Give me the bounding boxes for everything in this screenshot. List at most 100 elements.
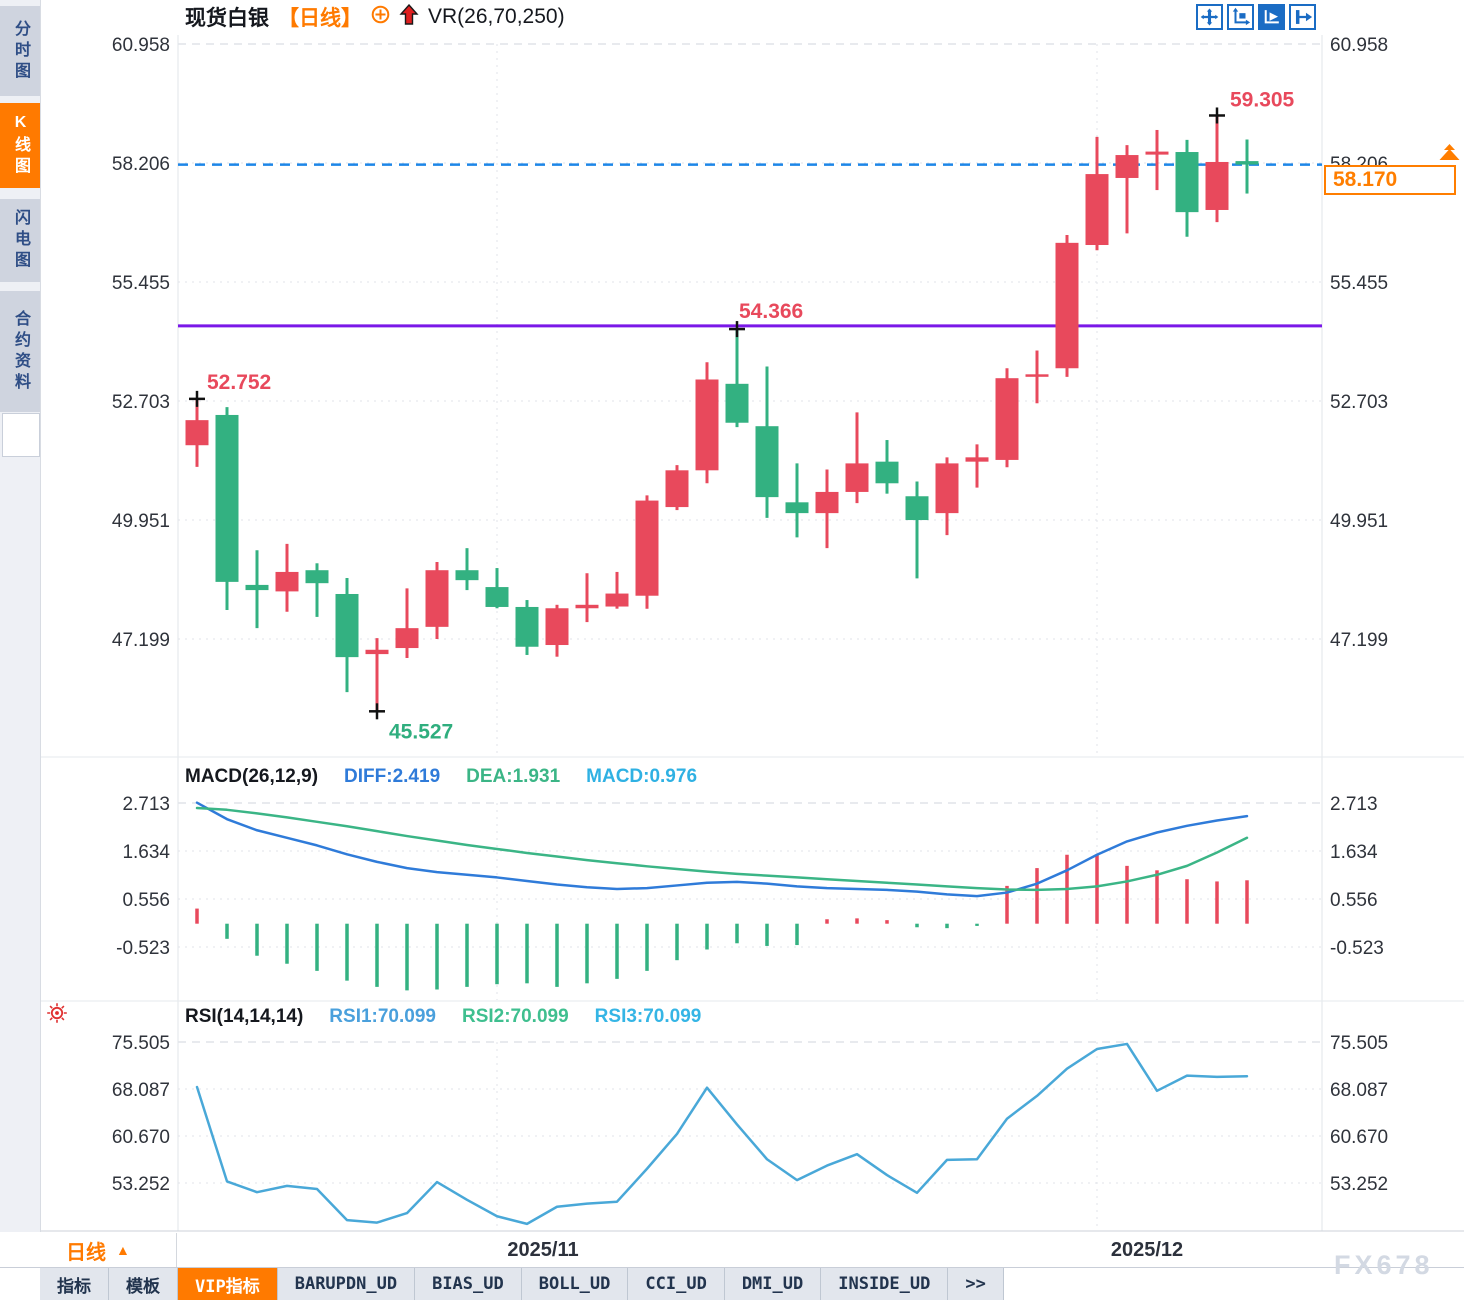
y-axis-label-left: 68.087 — [112, 1080, 170, 1101]
tab-6[interactable]: BOLL_UD — [521, 1268, 629, 1300]
candle-body — [725, 383, 749, 423]
tab-7[interactable]: CCI_UD — [628, 1268, 725, 1300]
candle-body — [995, 378, 1019, 460]
x-axis-label: 2025/12 — [1111, 1239, 1183, 1261]
rsi-legend-item: RSI1:70.099 — [329, 1006, 436, 1027]
tab-3[interactable]: VIP指标 — [178, 1268, 278, 1300]
candle-body — [935, 463, 959, 514]
y-axis-label-left: 55.455 — [112, 273, 170, 294]
candle-body — [215, 414, 239, 582]
candle-body — [485, 587, 509, 607]
price-annotation: 45.527 — [389, 720, 453, 743]
y-axis-label-right: 53.252 — [1330, 1174, 1388, 1195]
macd-legend-item: DIFF:2.419 — [344, 766, 441, 787]
candle-body — [1175, 152, 1199, 213]
candle-body — [1205, 161, 1229, 210]
indicator-label[interactable]: VR(26,70,250) — [428, 5, 565, 28]
sun-indicator-icon[interactable] — [46, 1002, 68, 1029]
candle-body — [305, 570, 329, 584]
y-axis-label-left: 60.670 — [112, 1127, 170, 1148]
y-axis-label-left: 47.199 — [112, 630, 170, 651]
current-price-box: 58.170 — [1324, 165, 1456, 195]
candle-body — [455, 570, 479, 581]
price-annotation: 54.366 — [739, 300, 803, 323]
plus-circle-icon[interactable] — [371, 5, 390, 29]
candle-body — [185, 420, 209, 446]
sidebar-item-2[interactable]: K线图 — [0, 103, 40, 188]
y-axis-label-right: 49.951 — [1330, 511, 1388, 532]
sidebar-item-3[interactable]: 闪电图 — [0, 199, 40, 282]
bottom-tab-bar: 指标 模板 VIP指标 BARUPDN_UD BIAS_UD BOLL_UD CCI_UD D… — [0, 1267, 1464, 1300]
candle-body — [755, 426, 779, 498]
tab-5[interactable]: BIAS_UD — [415, 1268, 522, 1300]
y-axis-label-left: 52.703 — [112, 392, 170, 413]
rsi-legend-item: RSI3:70.099 — [594, 1006, 702, 1027]
y-axis-label-right: 2.713 — [1330, 794, 1378, 815]
macd-diff-line — [195, 801, 1249, 898]
x-axis-label: 2025/11 — [507, 1239, 578, 1261]
triangle-up-icon: ▲ — [116, 1242, 130, 1258]
candle-body — [1055, 242, 1079, 369]
candle-body — [515, 606, 539, 647]
macd-legend: MACD(26,12,9) DIFF:2.419 DEA:1.931 MACD:0.9… — [185, 766, 697, 788]
sidebar-item-1[interactable]: 分时图 — [0, 6, 40, 96]
y-axis-label-right: -0.523 — [1330, 938, 1384, 959]
macd-legend-item: MACD(26,12,9) — [185, 766, 319, 787]
candle-body — [335, 593, 359, 658]
price-annotation: 52.752 — [207, 371, 271, 394]
candle-body — [695, 379, 719, 471]
candle-body — [845, 463, 869, 492]
period-tag[interactable]: 【日线】 — [278, 7, 362, 30]
y-axis-label-left: 49.951 — [112, 511, 170, 532]
period-selector-label: 日线 — [66, 1241, 106, 1264]
candle-body — [965, 457, 989, 462]
watermark: FX678 — [1334, 1250, 1434, 1280]
y-axis-label-left: -0.523 — [116, 938, 170, 959]
tab-4[interactable]: BARUPDN_UD — [277, 1268, 416, 1300]
auto-fit-button[interactable] — [1258, 4, 1285, 30]
y-axis-label-right: 55.455 — [1330, 273, 1388, 294]
candle-body — [785, 502, 809, 514]
rsi-line — [195, 1042, 1249, 1226]
candle-body — [605, 593, 629, 607]
current-price-value: 58.170 — [1333, 168, 1398, 191]
period-selector[interactable]: 日线 ▲ — [40, 1233, 177, 1267]
y-axis-label-right: 68.087 — [1330, 1080, 1388, 1101]
tab-9[interactable]: INSIDE_UD — [821, 1268, 949, 1300]
macd-dea-line — [195, 806, 1249, 892]
y-axis-label-left: 58.206 — [112, 154, 170, 175]
y-axis-label-right: 60.670 — [1330, 1127, 1388, 1148]
scroll-to-latest-icon[interactable] — [1437, 143, 1462, 170]
tab-1[interactable]: 指标 — [40, 1268, 109, 1300]
candle-body — [875, 461, 899, 484]
y-axis-label-right: 52.703 — [1330, 392, 1388, 413]
candle-body — [545, 608, 569, 646]
y-axis-label-right: 1.634 — [1330, 842, 1378, 863]
y-axis-label-left: 1.634 — [122, 842, 170, 863]
tab-8[interactable]: DMI_UD — [724, 1268, 822, 1300]
symbol-title: 现货白银 — [185, 7, 269, 30]
candle-body — [665, 470, 689, 508]
price-annotation: 59.305 — [1230, 88, 1295, 111]
candle-body — [425, 570, 449, 627]
tab-10[interactable]: >> — [948, 1268, 1004, 1300]
rsi-legend-item: RSI(14,14,14) — [185, 1006, 304, 1027]
y-axis-label-left: 0.556 — [122, 890, 170, 911]
pan-latest-button[interactable] — [1289, 4, 1316, 30]
sidebar-item-4[interactable]: 合约资料 — [0, 291, 40, 412]
rsi-legend-item: RSI2:70.099 — [461, 1006, 569, 1027]
candle-body — [245, 584, 269, 591]
y-axis-label-left: 75.505 — [112, 1033, 170, 1054]
y-axis-label-right: 47.199 — [1330, 630, 1388, 651]
candle-body — [1145, 151, 1169, 155]
chart-header: 现货白银 【日线】 VR(26,70,250) — [185, 3, 565, 31]
candle-body — [575, 604, 599, 609]
chart-toolbar — [1196, 4, 1316, 30]
sidebar: 分时图 K线图闪电图合约资料 — [0, 0, 41, 1232]
axis-scale-button[interactable] — [1227, 4, 1254, 30]
move-tool-button[interactable] — [1196, 4, 1223, 30]
candle-body — [275, 571, 299, 592]
y-axis-label-left: 2.713 — [122, 794, 170, 815]
tab-2[interactable]: 模板 — [109, 1268, 178, 1300]
